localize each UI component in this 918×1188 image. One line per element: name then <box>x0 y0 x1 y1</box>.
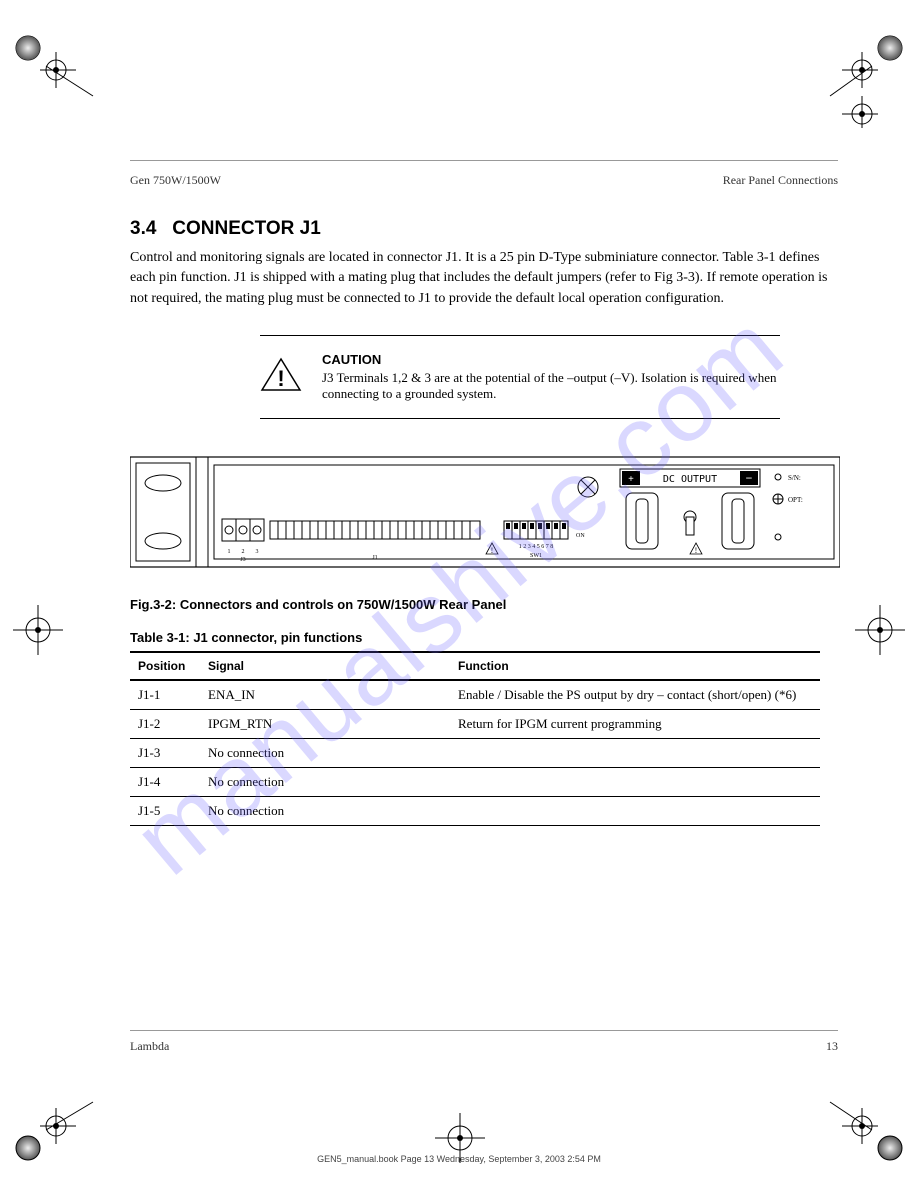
svg-text:1 2 3 4 5 6 7 8: 1 2 3 4 5 6 7 8 <box>519 544 554 550</box>
cell-pos: J1-5 <box>130 796 200 825</box>
cell-sig: ENA_IN <box>200 680 450 710</box>
svg-text:3: 3 <box>256 549 259 555</box>
page-footer: Lambda 13 <box>130 1030 838 1054</box>
svg-text:!: ! <box>695 546 698 555</box>
svg-text:OPT:: OPT: <box>788 496 803 504</box>
running-header: Gen 750W/1500W Rear Panel Connections <box>130 173 838 188</box>
svg-text:1: 1 <box>228 549 231 555</box>
caution-text: J3 Terminals 1,2 & 3 are at the potentia… <box>322 370 780 402</box>
cell-func: Enable / Disable the PS output by dry – … <box>450 680 820 710</box>
cell-pos: J1-3 <box>130 738 200 767</box>
svg-text:+: + <box>628 474 634 485</box>
table-caption: Table 3-1: J1 connector, pin functions <box>130 630 838 645</box>
svg-text:J1: J1 <box>372 555 377 561</box>
section-title: CONNECTOR J1 <box>172 218 321 239</box>
section-paragraph: Control and monitoring signals are locat… <box>130 248 838 309</box>
warning-icon: ! <box>260 356 302 394</box>
caution-block: ! CAUTION J3 Terminals 1,2 & 3 are at th… <box>250 327 790 427</box>
cell-func <box>450 767 820 796</box>
rear-panel-figure: 1 2 3 J3 <box>130 447 838 587</box>
svg-text:!: ! <box>277 366 284 391</box>
cropmark-bottom-left <box>8 1098 98 1168</box>
col-signal: Signal <box>200 652 450 680</box>
footer-left: Lambda <box>130 1039 169 1054</box>
cell-pos: J1-4 <box>130 767 200 796</box>
footer-page-number: 13 <box>826 1039 838 1054</box>
svg-text:SW1: SW1 <box>530 553 542 559</box>
cell-func: Return for IPGM current programming <box>450 709 820 738</box>
table-row: J1-1 ENA_IN Enable / Disable the PS outp… <box>130 680 820 710</box>
svg-text:J3: J3 <box>240 557 245 563</box>
table-header-row: Position Signal Function <box>130 652 820 680</box>
figure-caption: Fig.3-2: Connectors and controls on 750W… <box>130 597 838 612</box>
cropmark-bottom-right <box>820 1098 910 1168</box>
cropmark-top-right <box>820 28 910 138</box>
svg-text:DC OUTPUT: DC OUTPUT <box>663 474 717 485</box>
page-content: Gen 750W/1500W Rear Panel Connections 3.… <box>130 160 838 826</box>
cropmark-top-left <box>8 28 98 98</box>
cropmark-bottom-center <box>430 1108 490 1168</box>
header-right: Rear Panel Connections <box>723 173 838 188</box>
cropmark-mid-right <box>850 600 910 660</box>
svg-text:2: 2 <box>242 549 245 555</box>
svg-text:S/N:: S/N: <box>788 474 801 482</box>
table-row: J1-5 No connection <box>130 796 820 825</box>
cell-sig: No connection <box>200 738 450 767</box>
footer-rule <box>130 1030 838 1031</box>
section-number: 3.4 <box>130 218 156 239</box>
svg-text:ON: ON <box>576 533 585 539</box>
cell-pos: J1-1 <box>130 680 200 710</box>
cell-func <box>450 796 820 825</box>
svg-text:−: − <box>746 471 753 485</box>
cell-sig: No connection <box>200 767 450 796</box>
col-position: Position <box>130 652 200 680</box>
pin-function-table: Position Signal Function J1-1 ENA_IN Ena… <box>130 651 820 826</box>
cropmark-mid-left <box>8 600 68 660</box>
table-row: J1-3 No connection <box>130 738 820 767</box>
svg-text:!: ! <box>491 546 494 555</box>
col-function: Function <box>450 652 820 680</box>
cell-pos: J1-2 <box>130 709 200 738</box>
header-rule <box>130 160 838 161</box>
cell-func <box>450 738 820 767</box>
caution-label: CAUTION <box>322 352 780 367</box>
cell-sig: IPGM_RTN <box>200 709 450 738</box>
section-heading: 3.4 CONNECTOR J1 <box>130 218 838 240</box>
cell-sig: No connection <box>200 796 450 825</box>
header-left: Gen 750W/1500W <box>130 173 221 188</box>
table-row: J1-2 IPGM_RTN Return for IPGM current pr… <box>130 709 820 738</box>
table-row: J1-4 No connection <box>130 767 820 796</box>
